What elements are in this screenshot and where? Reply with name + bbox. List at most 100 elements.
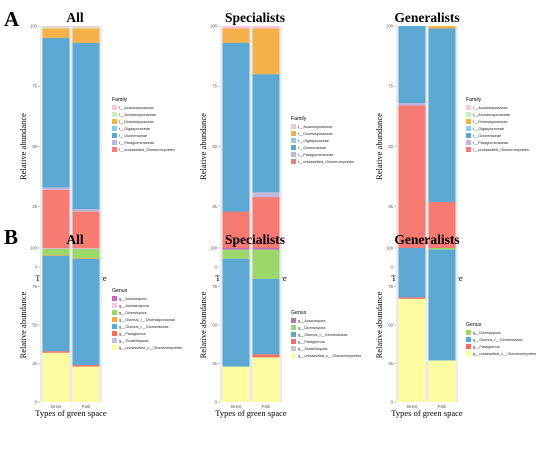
bar-segment bbox=[253, 192, 280, 197]
bar-segment bbox=[253, 357, 280, 402]
legend-label: f__Glomeraceae bbox=[298, 146, 326, 150]
legend-label: g__Archaeospora bbox=[119, 304, 150, 308]
legend-swatch bbox=[112, 338, 117, 343]
legend-swatch bbox=[291, 339, 296, 344]
y-tick-label: 50 bbox=[32, 322, 37, 327]
legend-label: f__Acaulosporaceae bbox=[119, 106, 154, 110]
legend: Genusg__Acaulosporag__Diversisporag__Glo… bbox=[291, 310, 361, 358]
legend-swatch bbox=[112, 147, 117, 152]
panel-title: Generalists bbox=[394, 232, 459, 247]
bar-segment bbox=[429, 26, 456, 28]
legend-swatch bbox=[466, 337, 471, 342]
y-axis-title: Relative abundance bbox=[198, 113, 208, 180]
bar-segment bbox=[399, 297, 426, 299]
legend-swatch bbox=[466, 140, 471, 145]
legend-label: g__Paraglomus bbox=[119, 332, 146, 336]
panel-letter-b: B bbox=[4, 225, 18, 249]
bar-segment bbox=[43, 256, 70, 351]
legend-title: Genus bbox=[112, 288, 128, 294]
legend-label: g__Glomus_f__Glomeraceae bbox=[119, 325, 169, 329]
legend-label: f__Diversisporaceae bbox=[119, 120, 154, 124]
legend-label: g__Diversispora bbox=[119, 311, 147, 315]
legend-swatch bbox=[466, 126, 471, 131]
bar-segment bbox=[43, 27, 70, 28]
y-tick-label: 0 bbox=[215, 399, 218, 404]
legend-label: g__Paraglomus bbox=[473, 345, 500, 349]
legend-swatch bbox=[291, 325, 296, 330]
bar-segment bbox=[253, 279, 280, 354]
bar-segment bbox=[399, 248, 426, 297]
bar-segment bbox=[223, 28, 250, 42]
y-tick-label: 25 bbox=[32, 361, 37, 366]
legend-label: f__Gigasporaceae bbox=[473, 127, 504, 131]
bar-segment bbox=[73, 28, 100, 42]
y-tick-label: 0 bbox=[391, 399, 394, 404]
bar-segment bbox=[73, 258, 100, 259]
legend-label: g__Scutellospora bbox=[119, 339, 149, 343]
legend-label: f__Diversisporaceae bbox=[298, 132, 333, 136]
x-axis-title: Types of green space bbox=[35, 408, 107, 418]
bar-segment bbox=[43, 353, 70, 402]
legend-swatch bbox=[112, 296, 117, 301]
legend-swatch bbox=[112, 317, 117, 322]
legend-label: g__Glomus_f__Glomeraceae bbox=[473, 338, 523, 342]
bar-segment bbox=[253, 28, 280, 74]
legend-label: f__unclassified_Glomeromycetes bbox=[298, 160, 354, 164]
legend-label: g__Acaulospora bbox=[119, 297, 147, 301]
bar-segment bbox=[429, 28, 456, 202]
panel-title: Generalists bbox=[394, 10, 459, 25]
bar-segment bbox=[223, 250, 250, 259]
legend-label: f__Gigasporaceae bbox=[298, 139, 329, 143]
panel-title: Specialists bbox=[225, 232, 285, 247]
y-tick-label: 25 bbox=[212, 361, 217, 366]
bar-segment bbox=[253, 26, 280, 28]
legend-swatch bbox=[291, 332, 296, 337]
y-tick-label: 25 bbox=[212, 204, 217, 209]
bar-segment bbox=[73, 367, 100, 402]
y-tick-label: 100 bbox=[386, 245, 394, 250]
bar-segment bbox=[43, 26, 70, 27]
legend-label: g__unclassified_c__Glomeromycetes bbox=[473, 352, 536, 356]
bar-segment bbox=[43, 28, 70, 38]
legend-title: Genus bbox=[291, 310, 307, 316]
y-axis-title: Relative abundance bbox=[18, 113, 28, 180]
bar-segment bbox=[253, 250, 280, 279]
legend-title: Family bbox=[466, 97, 482, 103]
legend-swatch bbox=[112, 112, 117, 117]
legend-swatch bbox=[466, 351, 471, 356]
y-tick-label: 75 bbox=[32, 284, 37, 289]
bar-segment bbox=[223, 248, 250, 250]
legend-label: f__Diversisporaceae bbox=[473, 120, 508, 124]
legend-label: g__Glomus_f__Glomeraceae bbox=[298, 333, 348, 337]
legend-swatch bbox=[466, 112, 471, 117]
bar-segment bbox=[253, 74, 280, 192]
bar-segment bbox=[429, 250, 456, 361]
legend-swatch bbox=[291, 152, 296, 157]
legend-swatch bbox=[112, 324, 117, 329]
bar-segment bbox=[223, 26, 250, 28]
legend-label: f__Paraglomeraceae bbox=[473, 141, 508, 145]
bar-segment bbox=[73, 43, 100, 209]
legend-swatch bbox=[466, 105, 471, 110]
y-tick-label: 50 bbox=[32, 144, 37, 149]
y-tick-label: 25 bbox=[32, 204, 37, 209]
bar-segment bbox=[43, 351, 70, 353]
y-tick-label: 100 bbox=[210, 23, 218, 28]
x-axis-title: Types of green space bbox=[215, 408, 287, 418]
legend-label: f__unclassified_Glomeromycetes bbox=[473, 148, 529, 152]
legend-swatch bbox=[291, 138, 296, 143]
bar-segment bbox=[399, 299, 426, 402]
legend-swatch bbox=[112, 303, 117, 308]
bar-segment bbox=[43, 38, 70, 187]
y-tick-label: 50 bbox=[388, 144, 393, 149]
legend-label: f__Paraglomeraceae bbox=[119, 141, 154, 145]
legend-label: f__Acaulosporaceae bbox=[473, 106, 508, 110]
legend-swatch bbox=[112, 310, 117, 315]
legend-swatch bbox=[112, 345, 117, 350]
y-tick-label: 75 bbox=[32, 84, 37, 89]
legend-label: f__Glomeraceae bbox=[119, 134, 147, 138]
legend-swatch bbox=[291, 346, 296, 351]
y-tick-label: 100 bbox=[386, 23, 394, 28]
